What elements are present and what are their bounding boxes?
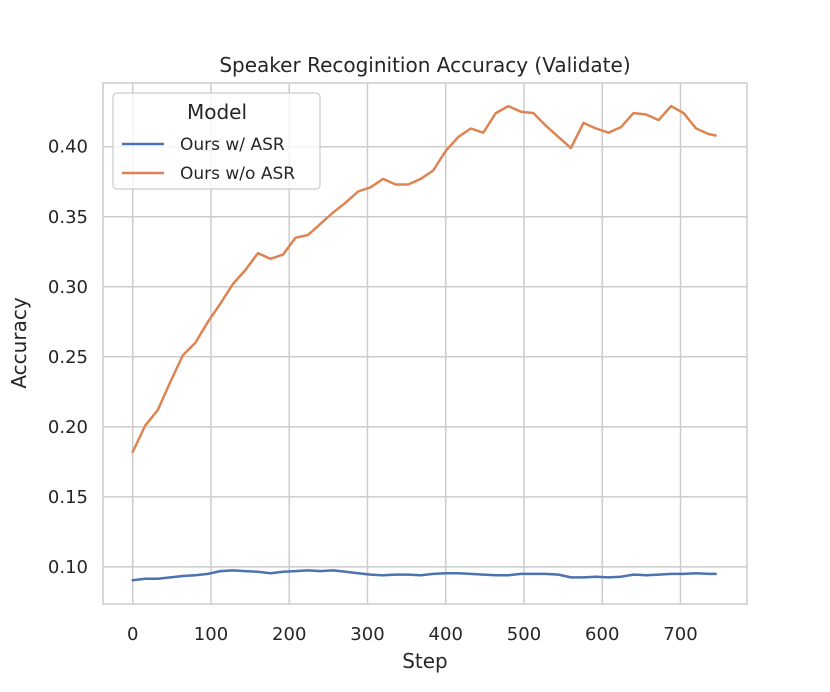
y-tick-label: 0.25 — [48, 347, 88, 368]
legend-label-ours-wo-asr: Ours w/o ASR — [180, 164, 295, 184]
y-tick-label: 0.30 — [48, 277, 88, 298]
x-tick-labels: 0 100 200 300 400 500 600 700 — [127, 624, 698, 645]
x-tick-label: 300 — [350, 624, 384, 645]
x-tick-label: 100 — [194, 624, 228, 645]
legend-title: Model — [187, 100, 247, 124]
x-tick-label: 200 — [272, 624, 306, 645]
x-tick-label: 600 — [585, 624, 619, 645]
legend-box — [112, 92, 321, 190]
series-line-ours-w-o-asr — [131, 104, 717, 454]
legend: Model Ours w/ ASR Ours w/o ASR — [112, 92, 321, 190]
series-layer — [131, 104, 717, 582]
x-tick-label: 0 — [127, 624, 138, 645]
y-tick-label: 0.10 — [48, 557, 88, 578]
x-axis-title: Step — [402, 649, 448, 673]
x-tick-label: 500 — [507, 624, 541, 645]
y-tick-labels: 0.10 0.15 0.20 0.25 0.30 0.35 0.40 — [48, 137, 88, 578]
y-tick-label: 0.40 — [48, 137, 88, 158]
chart-title: Speaker Recoginition Accuracy (Validate) — [219, 53, 630, 77]
y-axis-title: Accuracy — [7, 297, 31, 388]
y-tick-label: 0.20 — [48, 417, 88, 438]
plot-frame — [102, 82, 748, 605]
x-tick-label: 400 — [429, 624, 463, 645]
x-tick-label: 700 — [663, 624, 697, 645]
y-tick-label: 0.15 — [48, 487, 88, 508]
series-line-ours-w-asr — [131, 569, 717, 582]
y-tick-label: 0.35 — [48, 207, 88, 228]
legend-label-ours-w-asr: Ours w/ ASR — [180, 135, 285, 155]
